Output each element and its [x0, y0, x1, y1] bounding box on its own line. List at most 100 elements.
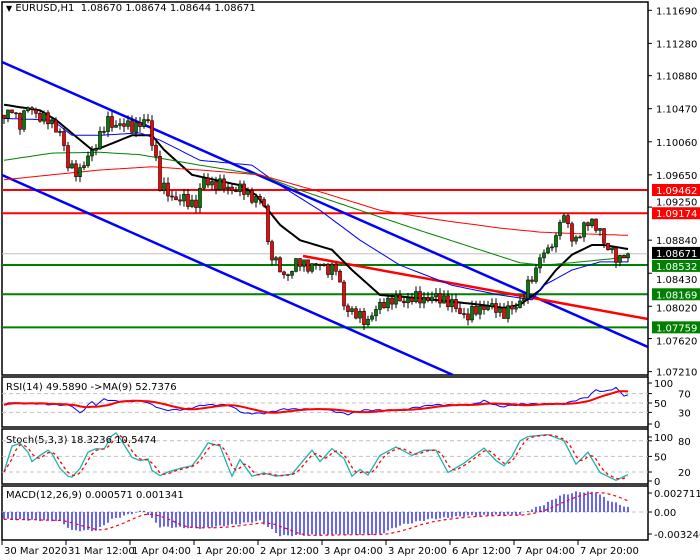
candle — [222, 174, 226, 193]
support-price-tag — [652, 288, 700, 301]
price-tick-label: 1.09650 — [656, 171, 697, 182]
candle — [22, 109, 26, 133]
time-tick-label: 3 Apr 04:00 — [324, 546, 383, 557]
ma-red — [3, 166, 629, 236]
candle — [234, 186, 238, 193]
time-tick-label: 2 Apr 12:00 — [260, 546, 319, 557]
candle — [554, 232, 558, 253]
candle — [574, 235, 578, 245]
ma-green — [3, 151, 629, 266]
candle — [442, 290, 446, 304]
stoch-tick-label: 50 — [654, 452, 667, 463]
candle — [542, 249, 546, 263]
candle — [586, 221, 590, 232]
candle — [482, 300, 486, 315]
candle — [138, 117, 142, 132]
candle — [46, 110, 50, 130]
candle — [582, 221, 586, 242]
candle — [490, 298, 494, 310]
candle — [418, 286, 422, 309]
candle — [506, 300, 510, 323]
candle — [226, 182, 230, 195]
candle — [14, 112, 18, 118]
candle — [262, 197, 266, 208]
candle — [174, 191, 178, 201]
channel-upper-line[interactable] — [2, 60, 648, 349]
candle — [246, 187, 250, 198]
rsi-tick-label: 30 — [678, 408, 691, 419]
candle — [362, 308, 366, 330]
candle — [130, 115, 134, 134]
candle — [330, 262, 334, 281]
candle — [254, 193, 258, 208]
candle — [426, 291, 430, 303]
candle — [434, 288, 438, 303]
candle — [326, 262, 330, 278]
candle — [158, 150, 162, 192]
candle — [414, 286, 418, 304]
time-tick-label: 1 Apr 20:00 — [196, 546, 255, 557]
candle — [546, 244, 550, 255]
candle — [302, 259, 306, 272]
candle — [386, 293, 390, 312]
candle — [230, 183, 234, 195]
candle — [178, 194, 182, 206]
stoch-label: Stoch(5,3,3) 18.3236 10.5474 — [6, 435, 157, 446]
main-plot — [2, 60, 648, 375]
candle — [30, 106, 34, 115]
candle — [58, 128, 62, 137]
stoch-tick-label: 0 — [654, 477, 660, 488]
candle — [458, 302, 462, 315]
candle — [86, 151, 90, 168]
candle — [394, 290, 398, 309]
macd-signal-line — [3, 492, 629, 536]
candle — [594, 218, 598, 233]
resistance-price-tag — [652, 184, 700, 196]
time-tick-label: 30 Mar 2020 — [4, 546, 67, 557]
price-tick-label: 1.08020 — [656, 303, 697, 314]
candle — [62, 128, 66, 152]
macd-tick-label: 0.00 — [654, 508, 676, 519]
candle — [514, 302, 518, 313]
current-price-label: 1.08671 — [656, 249, 697, 260]
candle — [354, 305, 358, 320]
candle — [622, 254, 626, 259]
candle — [310, 263, 314, 274]
candle — [562, 213, 566, 223]
candle — [122, 118, 126, 132]
time-tick-label: 31 Mar 12:00 — [68, 546, 135, 557]
candle — [10, 109, 14, 114]
candle — [74, 159, 78, 182]
candle — [606, 242, 610, 251]
candle — [518, 296, 522, 309]
candle — [314, 263, 318, 270]
time-tick-label: 6 Apr 12:00 — [452, 546, 511, 557]
candle — [18, 112, 22, 135]
stoch-tick-label: 80 — [678, 437, 691, 448]
candle — [462, 307, 466, 319]
channel-lower-line[interactable] — [2, 173, 454, 375]
candle — [346, 303, 350, 318]
candle — [374, 305, 378, 322]
price-tick-label: 1.08840 — [656, 236, 697, 247]
stoch-main-line — [3, 432, 629, 482]
red-trendline[interactable] — [302, 254, 648, 321]
rsi-ma-line — [3, 390, 629, 414]
close-value: 1.08671 — [214, 3, 256, 14]
macd-tick-label: -0.003246 — [654, 530, 700, 541]
candle — [26, 106, 30, 113]
candle — [318, 263, 322, 271]
candle — [134, 117, 138, 138]
candle — [162, 177, 166, 195]
candle — [502, 302, 506, 319]
triangle-down-icon[interactable]: ▼ — [6, 4, 13, 13]
candle — [538, 254, 542, 274]
rsi-tick-label: 100 — [654, 379, 673, 390]
candle — [534, 264, 538, 284]
candle — [210, 176, 214, 191]
candle — [150, 115, 154, 151]
candle — [298, 258, 302, 272]
price-tick-label: 1.10880 — [656, 72, 697, 83]
candle — [410, 292, 414, 305]
